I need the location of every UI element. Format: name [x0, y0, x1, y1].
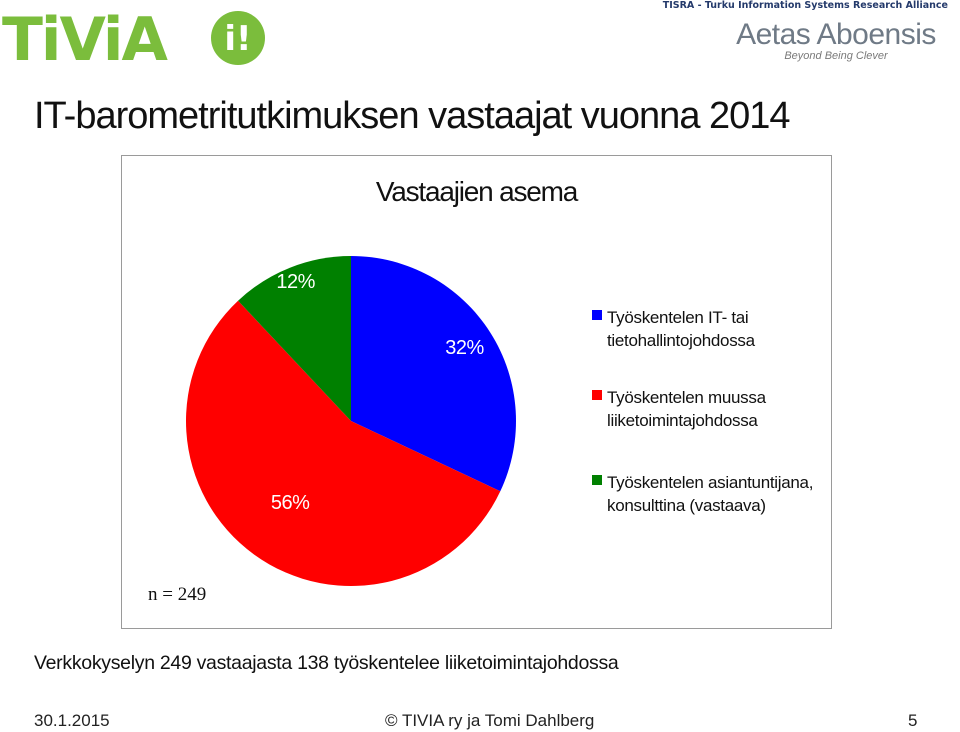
pie-chart — [186, 256, 516, 586]
pie-slice-2 — [186, 300, 501, 586]
slide-note: Verkkokyselyn 249 vastaajasta 138 työske… — [34, 652, 619, 674]
tivia-logo: TiViA i! — [2, 6, 265, 70]
legend-label: Työskentelen muussa liiketoimintajohdoss… — [607, 388, 766, 430]
footer-date: 30.1.2015 — [34, 711, 110, 730]
footer-credit: © TIVIA ry ja Tomi Dahlberg — [385, 711, 595, 730]
legend-swatch — [592, 390, 602, 400]
aetas-aboensis-logo: Aetas Aboensis Beyond Being Clever — [726, 18, 946, 70]
pie-slice-1 — [351, 256, 516, 492]
pie-slice-label-2: 56% — [270, 491, 310, 514]
footer-page-number: 5 — [908, 711, 918, 730]
pie-slice-3 — [238, 256, 351, 421]
chart-title: Vastaajien asema — [375, 176, 579, 207]
legend-label: Työskentelen asiantuntijana, konsulttina… — [607, 473, 814, 515]
pie-slice-label-1: 32% — [445, 336, 484, 359]
legend-swatch — [592, 310, 602, 320]
pie-slice-label-3: 12% — [276, 270, 315, 293]
tivia-logo-mark: i! — [224, 19, 251, 59]
tisra-header: TISRA - Turku Information Systems Resear… — [662, 0, 948, 11]
tivia-logo-text: TiViA — [2, 6, 168, 70]
slide-title: IT-barometritutkimuksen vastaajat vuonna… — [34, 95, 791, 137]
legend-swatch — [592, 475, 602, 485]
sample-size-label: n = 249 — [148, 584, 207, 605]
aetas-name: Aetas Aboensis — [736, 18, 936, 51]
aetas-motto: Beyond Being Clever — [784, 50, 888, 62]
pie-chart-frame: Vastaajien asema 32% 56% 12% Työskentelen … — [121, 155, 832, 629]
tivia-logo-circle — [211, 11, 265, 65]
legend-label: Työskentelen IT- tai tietohallintojohdos… — [607, 308, 755, 350]
